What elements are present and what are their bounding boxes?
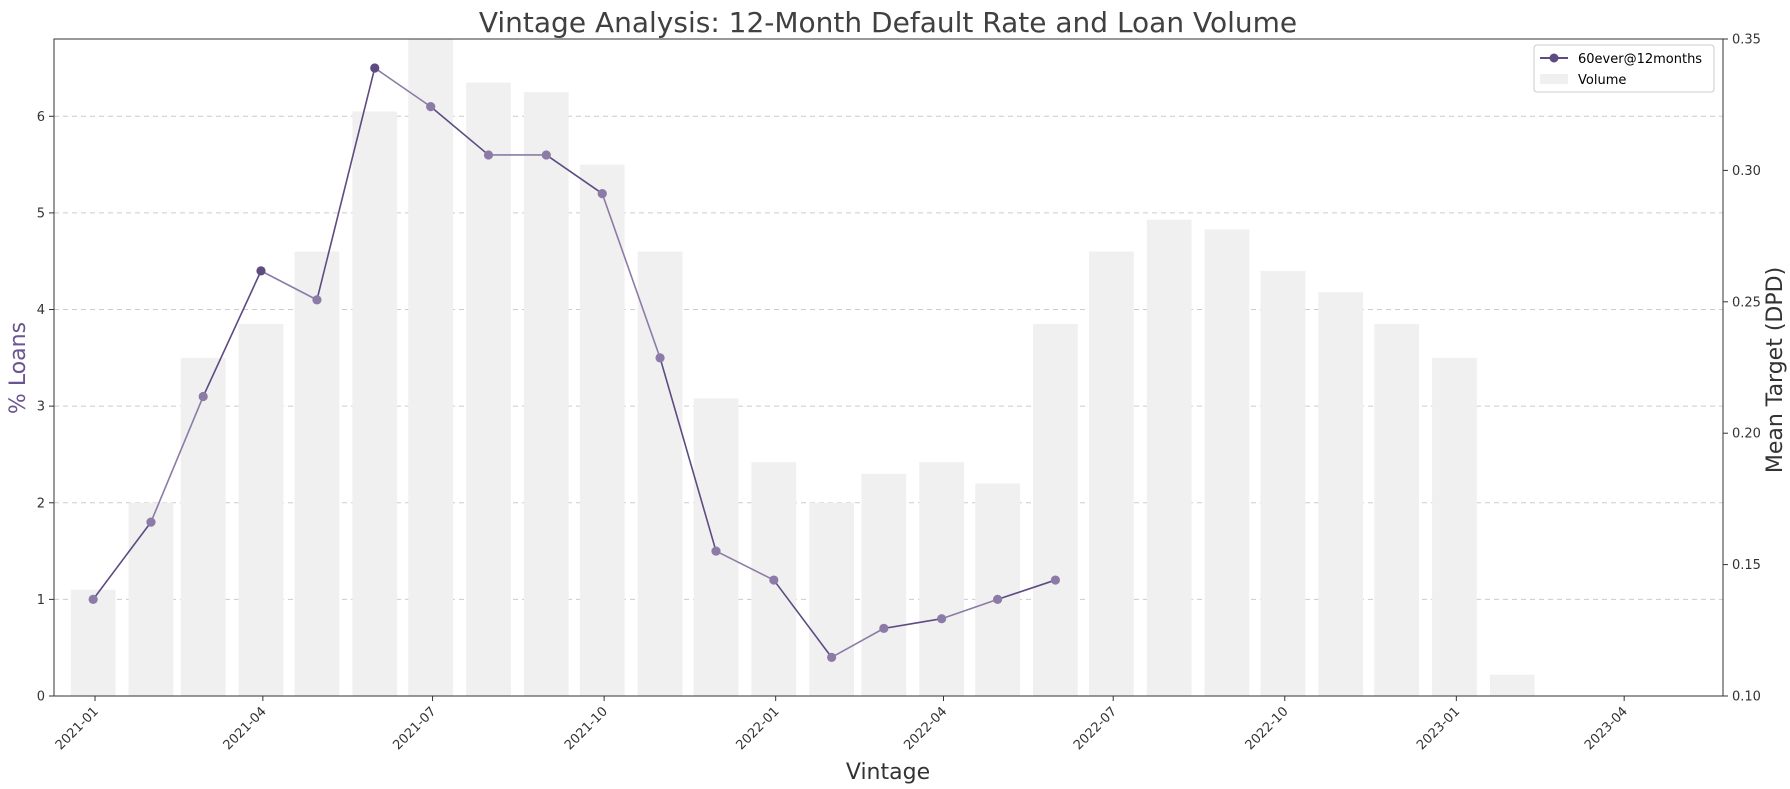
legend-label-volume: Volume: [1578, 73, 1626, 88]
line-segment-3: [260, 270, 318, 301]
line-segment-11: [715, 550, 775, 581]
line-segment-0: [92, 521, 152, 600]
volume-bar-22: [1318, 292, 1364, 696]
volume-bar-2: [180, 357, 226, 696]
line-point-1: [146, 517, 156, 527]
legend-box: [1533, 44, 1715, 93]
line-point-13: [827, 652, 837, 662]
line-segment-14: [883, 617, 942, 630]
y-left-axis-title: % Loans: [6, 322, 31, 414]
volume-bar-15: [919, 462, 965, 696]
y-right-axis-ticks: 0.10 0.15 0.20 0.25 0.30 0.35: [1723, 33, 1761, 705]
line-segment-16: [997, 579, 1056, 601]
volume-bar-7: [466, 82, 511, 696]
line-segment-10: [659, 357, 717, 552]
legend-bar-swatch: [1540, 74, 1568, 84]
default-rate-line: [88, 63, 1060, 662]
volume-bar-18: [1088, 251, 1134, 696]
plot-frame: [53, 38, 1724, 697]
y-left-tick-label-5: 5: [37, 206, 45, 221]
y-left-tick-label-1: 1: [37, 593, 45, 608]
y-right-tick-label-3: 0.25: [1732, 295, 1761, 310]
line-point-12: [769, 575, 779, 585]
legend-marker-swatch: [1549, 53, 1559, 63]
line-point-4: [312, 295, 322, 305]
y-right-tick-label-5: 0.35: [1732, 33, 1761, 48]
line-point-15: [937, 614, 947, 624]
volume-bar-13: [809, 502, 855, 696]
line-segment-6: [430, 106, 490, 156]
y-left-tick-label-4: 4: [37, 303, 45, 318]
line-point-14: [879, 623, 889, 633]
line-segment-13: [831, 627, 885, 659]
volume-bar-4: [294, 251, 340, 696]
y-left-tick-label-0: 0: [37, 690, 45, 705]
volume-bar-25: [1489, 674, 1535, 696]
volume-bar-1: [128, 502, 174, 696]
line-point-8: [541, 150, 551, 160]
line-point-6: [426, 102, 436, 112]
y-left-tick-label-2: 2: [37, 496, 45, 511]
line-point-5: [370, 63, 380, 73]
volume-bar-3: [238, 324, 284, 696]
line-point-0: [88, 594, 98, 604]
y-right-tick-label-1: 0.15: [1732, 558, 1761, 573]
volume-bar-19: [1146, 219, 1192, 697]
volume-bars: [70, 39, 1535, 697]
volume-bar-21: [1260, 270, 1306, 696]
line-segment-2: [202, 270, 262, 397]
line-segment-15: [941, 598, 998, 620]
line-segment-12: [773, 579, 833, 658]
line-point-16: [992, 594, 1003, 604]
volume-bar-14: [861, 473, 907, 696]
x-axis-title: Vintage: [846, 760, 930, 785]
volume-bar-6: [408, 39, 454, 696]
y-left-tick-label-3: 3: [37, 400, 45, 415]
volume-bar-5: [352, 111, 398, 696]
y-left-tick-label-6: 6: [37, 110, 45, 125]
line-point-2: [198, 391, 208, 402]
volume-bar-24: [1432, 357, 1477, 696]
chart-title: Vintage Analysis: 12-Month Default Rate …: [479, 6, 1297, 39]
line-point-10: [655, 353, 665, 363]
line-segment-5: [374, 67, 432, 108]
line-point-7: [483, 150, 494, 160]
volume-bar-16: [975, 483, 1020, 696]
volume-bar-23: [1374, 324, 1420, 696]
y-right-tick-label-0: 0.10: [1732, 690, 1761, 705]
legend: 60ever@12months Volume: [1533, 44, 1715, 93]
line-segment-1: [150, 396, 204, 523]
line-point-9: [597, 188, 607, 199]
y-left-axis-ticks: 0 1 2 3 4 5 6: [37, 110, 54, 705]
volume-bar-10: [637, 251, 683, 696]
y-right-tick-label-2: 0.20: [1732, 427, 1761, 442]
line-point-17: [1050, 575, 1060, 585]
line-segment-9: [601, 193, 661, 359]
line-segment-8: [545, 154, 603, 195]
y-right-tick-label-4: 0.30: [1732, 164, 1761, 179]
volume-bar-8: [523, 92, 569, 696]
y-right-axis-title: Mean Target (DPD): [1763, 267, 1788, 473]
volume-bar-20: [1204, 229, 1250, 696]
line-point-11: [711, 546, 721, 556]
volume-bar-17: [1033, 324, 1078, 696]
legend-label-default-rate: 60ever@12months: [1578, 52, 1702, 67]
volume-bar-0: [70, 589, 116, 696]
line-segment-4: [316, 67, 376, 301]
line-point-3: [256, 266, 266, 276]
volume-bar-9: [579, 164, 625, 697]
